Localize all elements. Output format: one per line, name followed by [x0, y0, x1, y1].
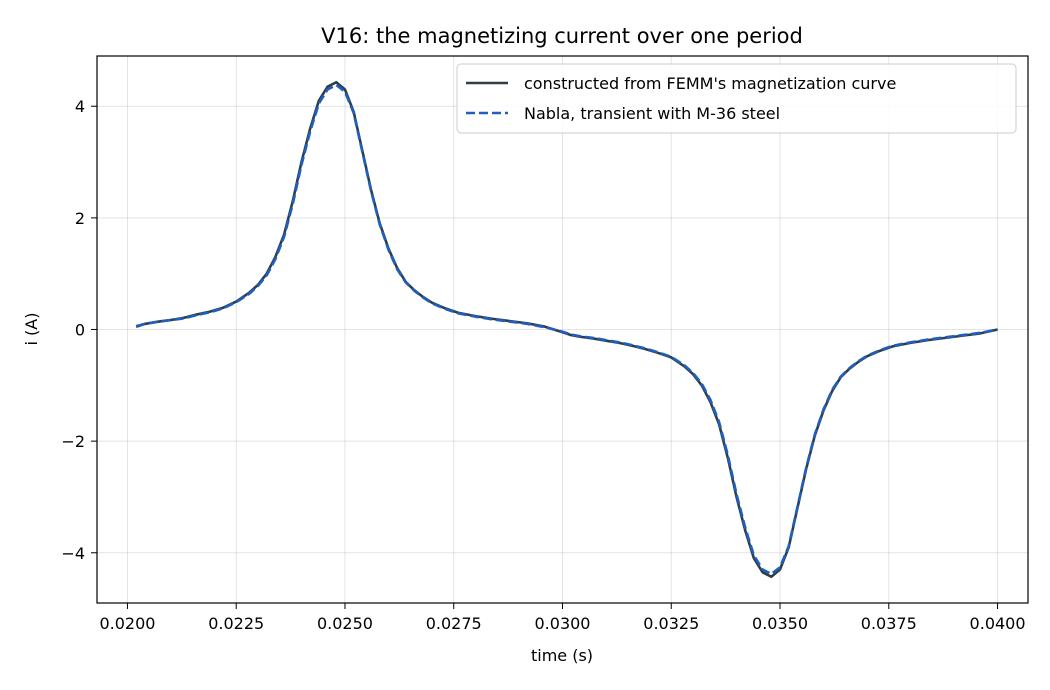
- x-tick-label: 0.0350: [752, 614, 808, 633]
- legend-box: [456, 63, 1017, 134]
- grid: [97, 56, 1028, 603]
- y-tick-label: −2: [61, 432, 85, 451]
- x-tick-label: 0.0200: [99, 614, 155, 633]
- y-axis-label: i (A): [22, 313, 41, 346]
- x-axis-label: time (s): [531, 646, 593, 665]
- series-line-nabla: [135, 83, 998, 576]
- x-tick-label: 0.0375: [861, 614, 917, 633]
- legend-label-femm: constructed from FEMM's magnetization cu…: [524, 74, 896, 93]
- y-axis: −4 −2 0 2 4: [61, 97, 97, 563]
- y-tick-label: 4: [75, 97, 85, 116]
- x-tick-label: 0.0275: [426, 614, 482, 633]
- series-layer: [135, 80, 998, 579]
- y-tick-label: −4: [61, 544, 85, 563]
- x-tick-label: 0.0300: [535, 614, 591, 633]
- x-axis: 0.0200 0.0225 0.0250 0.0275 0.0300 0.0325 0.03…: [99, 603, 1026, 633]
- x-tick-label: 0.0250: [317, 614, 373, 633]
- legend: constructed from FEMM's magnetization cu…: [456, 63, 1017, 134]
- chart-title: V16: the magnetizing current over one pe…: [321, 24, 803, 48]
- legend-label-nabla: Nabla, transient with M-36 steel: [524, 104, 780, 123]
- y-tick-label: 2: [75, 209, 85, 228]
- y-tick-label: 0: [75, 321, 85, 340]
- x-tick-label: 0.0400: [970, 614, 1026, 633]
- x-tick-label: 0.0225: [208, 614, 264, 633]
- x-tick-label: 0.0325: [643, 614, 699, 633]
